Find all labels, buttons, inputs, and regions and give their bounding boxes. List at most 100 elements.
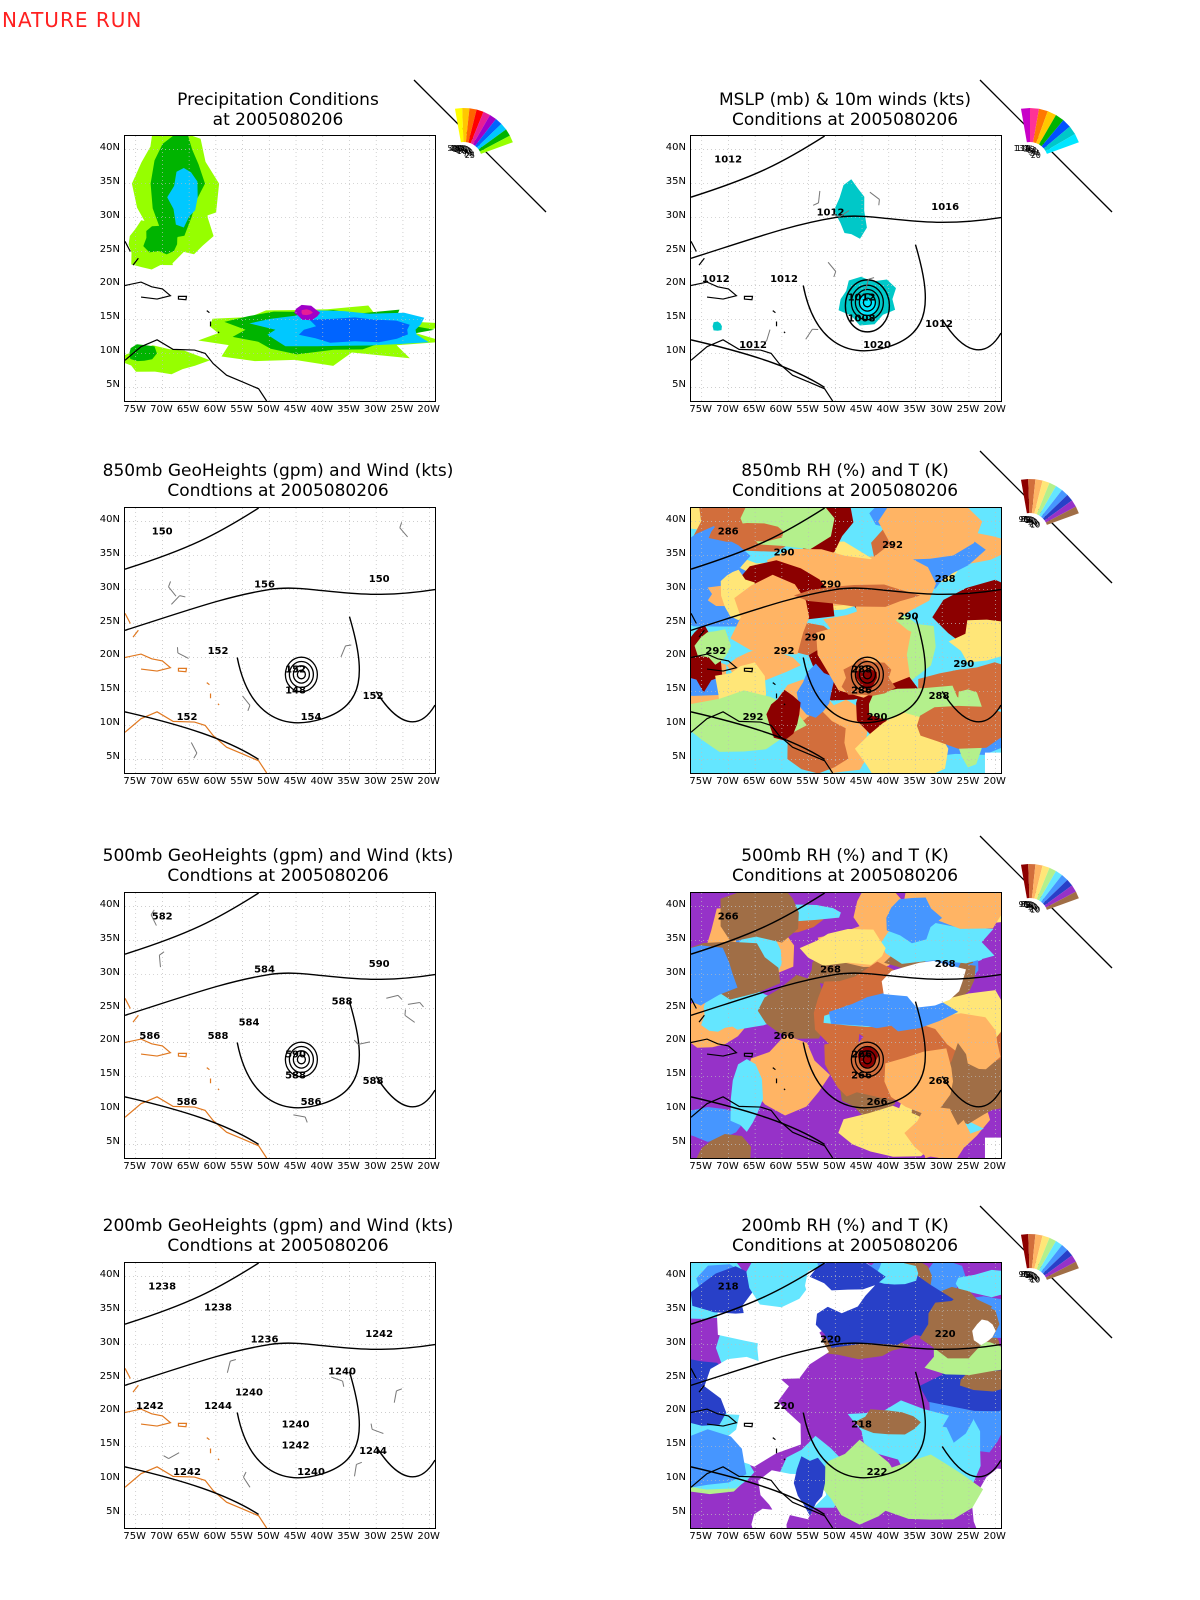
map-frame: 582 584 586 590 588 590 588 588 586 586 584 588 — [124, 892, 436, 1159]
coastline-puerto-rico — [743, 1422, 754, 1428]
color-scale-legend: 90 80 70 60 50 40 30 20 10 — [979, 1205, 1120, 1350]
x-tick-label: 50W — [256, 776, 280, 787]
cyclone-contour — [284, 656, 319, 693]
rh-region — [745, 1035, 830, 1116]
y-tick-label: 20N — [99, 1034, 120, 1046]
x-tick-label: 50W — [822, 776, 846, 787]
x-tick-label: 55W — [796, 1161, 819, 1172]
cyclone-contour — [862, 1054, 873, 1065]
rh-region — [793, 1456, 826, 1516]
scale-label: 20 — [1029, 1274, 1039, 1283]
x-tick-label: 20W — [983, 776, 1006, 787]
panel-title-line1: 200mb RH (%) and T (K) — [741, 1216, 949, 1236]
x-tick-label: 65W — [742, 1161, 766, 1172]
scale-label: 96 — [1023, 144, 1033, 153]
contour-line — [375, 1076, 435, 1108]
x-tick-label: 50W — [822, 404, 846, 415]
y-tick-label: 30N — [99, 1336, 120, 1348]
panel-title-line2: Conditions at 2005080206 — [731, 110, 959, 130]
rh-region — [972, 1319, 996, 1346]
contour-label: 1238 — [148, 1282, 176, 1293]
contour-label: 290 — [820, 580, 841, 591]
x-tick-label: 60W — [769, 1161, 793, 1172]
y-tick-label: 35N — [665, 175, 686, 187]
panel-title: 850mb RH (%) and T (K) Conditions at 2005… — [625, 461, 1065, 501]
contour-label: 1240 — [328, 1366, 356, 1377]
y-tick-label: 10N — [665, 1102, 686, 1114]
cyclone-contour — [284, 1041, 319, 1078]
panel-title-line2: at 2005080206 — [212, 110, 344, 130]
wind-barb — [399, 522, 408, 538]
scale-label: 90 — [1019, 515, 1029, 524]
rh-region — [704, 1356, 789, 1416]
contour-layer — [691, 1263, 1001, 1516]
rh-region — [883, 1454, 984, 1520]
cyclone-contour — [296, 669, 307, 680]
y-tick-label: 30N — [665, 1336, 686, 1348]
y-tick-label: 15N — [665, 1438, 686, 1450]
scale-label: 20 — [1029, 904, 1039, 913]
rh-region — [816, 1439, 900, 1525]
y-tick-label: 40N — [665, 898, 686, 910]
scale-swatch — [1042, 494, 1073, 521]
x-tick-label: 50W — [822, 1161, 846, 1172]
contour-label: 1242 — [173, 1467, 201, 1478]
scale-swatch — [1030, 108, 1040, 143]
x-tick-label: 45W — [849, 404, 873, 415]
scale-label: 30 — [1028, 518, 1038, 527]
contour-label: 586 — [301, 1097, 322, 1108]
y-tick-label: 40N — [665, 1268, 686, 1280]
scale-swatch — [1039, 485, 1063, 517]
contour-line — [375, 691, 435, 723]
contour-label: 586 — [139, 1031, 160, 1042]
y-tick-label: 40N — [99, 898, 120, 910]
contour-line — [125, 508, 259, 570]
coastline-bahamas — [691, 241, 705, 266]
contour-line — [941, 1446, 1001, 1478]
contour-label: 1012 — [770, 274, 798, 285]
scale-label: 70 — [1022, 900, 1032, 909]
scale-swatch — [1045, 1261, 1079, 1280]
y-tick-label: 20N — [665, 1404, 686, 1416]
contour-label: 1012 — [817, 208, 845, 219]
x-tick-label: 45W — [849, 1531, 873, 1542]
wind-barb — [163, 1452, 180, 1460]
y-tick-label: 5N — [672, 751, 686, 763]
x-tick-label: 50W — [256, 1531, 280, 1542]
scale-label: 300 — [451, 144, 466, 153]
wind-barb — [158, 951, 165, 968]
x-tick-label: 20W — [417, 404, 440, 415]
contour-label: 268 — [820, 965, 841, 976]
contour-label: 266 — [718, 912, 739, 923]
scale-swatch — [1043, 126, 1076, 151]
precip-region — [301, 309, 313, 316]
no-data-region — [984, 752, 1001, 773]
rh-region — [854, 1409, 921, 1435]
x-tick-label: 35W — [337, 1531, 360, 1542]
contour-label: 292 — [774, 646, 795, 657]
wind-barb — [353, 1039, 371, 1045]
scale-swatch — [1042, 879, 1073, 906]
contour-line — [802, 1001, 926, 1109]
x-tick-label: 40W — [876, 1531, 900, 1542]
rh-region — [939, 1042, 974, 1126]
wind-barb — [243, 1471, 251, 1488]
contour-label: 150 — [152, 527, 173, 538]
contour-label: 266 — [867, 1097, 888, 1108]
x-tick-label: 45W — [849, 776, 873, 787]
coastline-bahamas — [691, 1368, 705, 1393]
scale-swatch — [1036, 1237, 1056, 1271]
contour-label: 1020 — [863, 340, 891, 351]
contour-line — [691, 339, 825, 389]
scale-swatch — [475, 119, 502, 148]
contour-line — [941, 319, 1001, 351]
y-tick-label: 15N — [665, 311, 686, 323]
cyclone-contour — [854, 660, 881, 689]
x-tick-label: 45W — [849, 1161, 873, 1172]
rh-region — [696, 1134, 751, 1158]
contour-label: 584 — [239, 1018, 260, 1029]
wind-barb — [812, 190, 821, 206]
contour-label: 590 — [285, 1049, 306, 1060]
coastline-south-america — [691, 711, 834, 773]
